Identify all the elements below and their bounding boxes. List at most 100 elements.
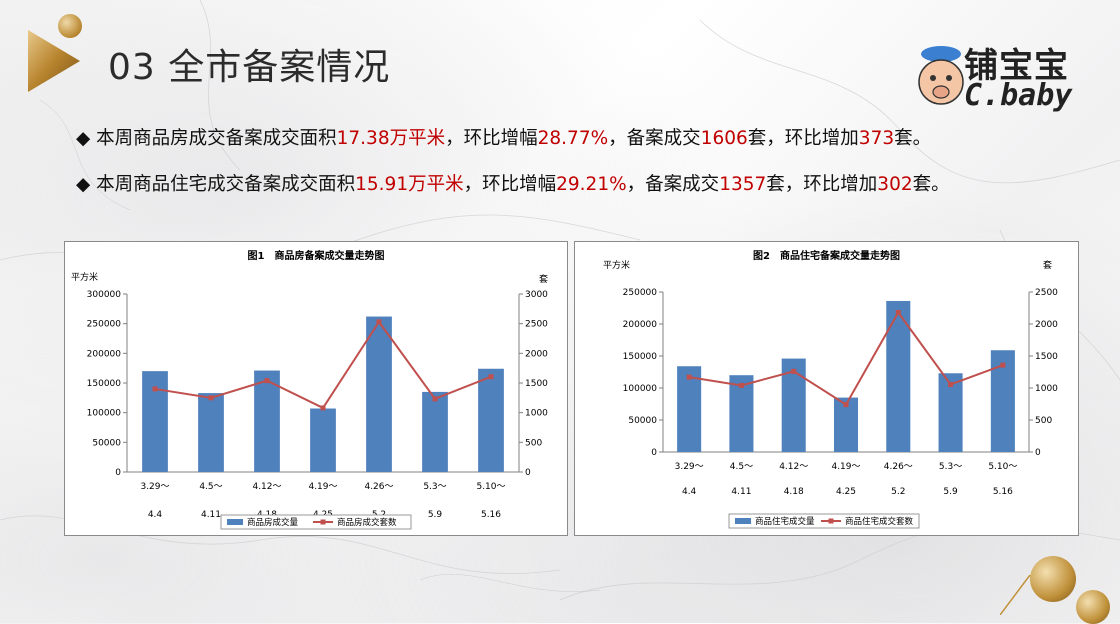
y-left-tick-label: 200000 (623, 320, 658, 330)
line-point (686, 374, 692, 380)
logo-en-text: C.baby (964, 78, 1073, 113)
bullet-text: ，环比增幅 (445, 128, 538, 149)
units-value: 1606 (700, 128, 748, 149)
chart-title: 图2 商品住宅备案成交量走势图 (753, 249, 900, 262)
line-point (1000, 362, 1006, 368)
bullet-text: 套。 (894, 128, 932, 149)
line-point (948, 381, 954, 387)
title-triangle-icon (28, 30, 80, 92)
y-right-label: 套 (1043, 259, 1052, 271)
y-left-tick-label: 50000 (92, 438, 121, 448)
legend-line-label: 商品房成交套数 (337, 517, 397, 528)
y-left-tick-label: 300000 (87, 290, 122, 300)
line-point (208, 395, 214, 401)
x-tick-label: 5.3～ (939, 462, 962, 472)
bar (422, 391, 448, 472)
line-point (320, 405, 326, 411)
x-tick-label: 4.5～ (199, 482, 222, 492)
bullet-text: ，备案成交 (608, 128, 701, 149)
bar (198, 393, 224, 472)
legend-line-label: 商品住宅成交套数 (845, 516, 914, 527)
y-left-tick-label: 250000 (87, 320, 122, 330)
line-point (264, 378, 270, 384)
y-left-tick-label: 50000 (628, 416, 657, 426)
x-tick-label: 5.10～ (988, 462, 1017, 472)
title-gold-dot (58, 14, 82, 38)
gold-ball-small (1076, 590, 1110, 624)
bar (729, 375, 754, 452)
x-tick-label-2: 5.9 (943, 487, 958, 497)
y-right-tick-label: 0 (1035, 448, 1041, 458)
y-left-tick-label: 0 (115, 468, 121, 478)
x-tick-label: 4.12～ (252, 482, 281, 492)
y-right-tick-label: 3000 (525, 290, 548, 300)
x-tick-label: 3.29～ (675, 462, 704, 472)
y-right-tick-label: 2500 (525, 320, 548, 330)
line-point (432, 396, 438, 402)
line-point (843, 402, 849, 408)
legend-line-marker (320, 519, 326, 525)
x-tick-label: 4.19～ (308, 482, 337, 492)
line-point (488, 374, 494, 380)
y-right-tick-label: 500 (525, 438, 542, 448)
bullet-text: 本周商品住宅成交备案成交面积 (96, 174, 356, 195)
legend-line-marker (828, 518, 834, 524)
legend-bar-label: 商品房成交量 (247, 517, 299, 528)
y-left-tick-label: 200000 (87, 349, 122, 359)
x-tick-label-2: 5.9 (428, 510, 443, 520)
bar (677, 366, 702, 452)
bullet-marker: ◆ (76, 128, 91, 149)
bar (478, 368, 504, 472)
bullet-commercial: ◆ 本周商品房成交备案成交面积17.38万平米，环比增幅28.77%，备案成交1… (76, 124, 931, 150)
area-value: 15.91万平米 (355, 174, 464, 195)
y-right-tick-label: 1000 (1035, 384, 1058, 394)
y-right-tick-label: 2000 (1035, 320, 1058, 330)
y-left-label: 平方米 (603, 259, 630, 271)
y-left-tick-label: 150000 (623, 352, 658, 362)
y-left-tick-label: 0 (651, 448, 657, 458)
x-tick-label: 4.12～ (779, 462, 808, 472)
x-tick-label-2: 5.16 (993, 487, 1013, 497)
y-right-tick-label: 0 (525, 468, 531, 478)
legend-bar-swatch (735, 518, 751, 524)
y-right-tick-label: 1500 (525, 379, 548, 389)
y-right-tick-label: 2000 (525, 349, 548, 359)
y-right-label: 套 (539, 273, 548, 285)
x-tick-label-2: 5.2 (891, 487, 905, 497)
x-tick-label-2: 5.16 (481, 510, 501, 520)
x-tick-label: 4.5～ (730, 462, 753, 472)
bullet-residential: ◆ 本周商品住宅成交备案成交面积15.91万平米，环比增幅29.21%，备案成交… (76, 170, 950, 196)
x-tick-label-2: 4.11 (731, 487, 751, 497)
y-left-tick-label: 100000 (623, 384, 658, 394)
bar (142, 371, 168, 472)
units-increase: 302 (877, 174, 913, 195)
line-point (376, 319, 382, 325)
x-tick-label-2: 4.4 (148, 510, 163, 520)
chart-residential: 图2 商品住宅备案成交量走势图平方米 套 0 50000 100000 150000 200… (574, 241, 1079, 536)
y-right-tick-label: 1500 (1035, 352, 1058, 362)
area-value: 17.38万平米 (336, 128, 446, 149)
y-left-tick-label: 150000 (87, 379, 122, 389)
area-growth: 29.21% (556, 174, 627, 195)
chart-title: 图1 商品房备案成交量走势图 (248, 249, 385, 262)
line-point (791, 368, 797, 374)
units-increase: 373 (858, 128, 895, 149)
x-tick-label-2: 4.25 (836, 487, 856, 497)
x-tick-label-2: 4.4 (682, 487, 697, 497)
bullet-text: 套，环比增加 (766, 174, 878, 195)
y-right-tick-label: 500 (1035, 416, 1052, 426)
bullet-text: ，备案成交 (626, 174, 720, 195)
x-tick-label: 4.26～ (884, 462, 913, 472)
legend-bar-swatch (227, 519, 243, 525)
bar (310, 408, 336, 472)
y-right-tick-label: 1000 (525, 409, 548, 419)
y-right-tick-label: 2500 (1035, 288, 1058, 298)
units-value: 1357 (719, 174, 767, 195)
bullet-text: ，环比增幅 (463, 174, 557, 195)
line-point (895, 309, 901, 315)
page-title: 03 全市备案情况 (108, 47, 391, 88)
y-left-label: 平方米 (71, 271, 98, 283)
x-tick-label: 5.10～ (476, 482, 505, 492)
